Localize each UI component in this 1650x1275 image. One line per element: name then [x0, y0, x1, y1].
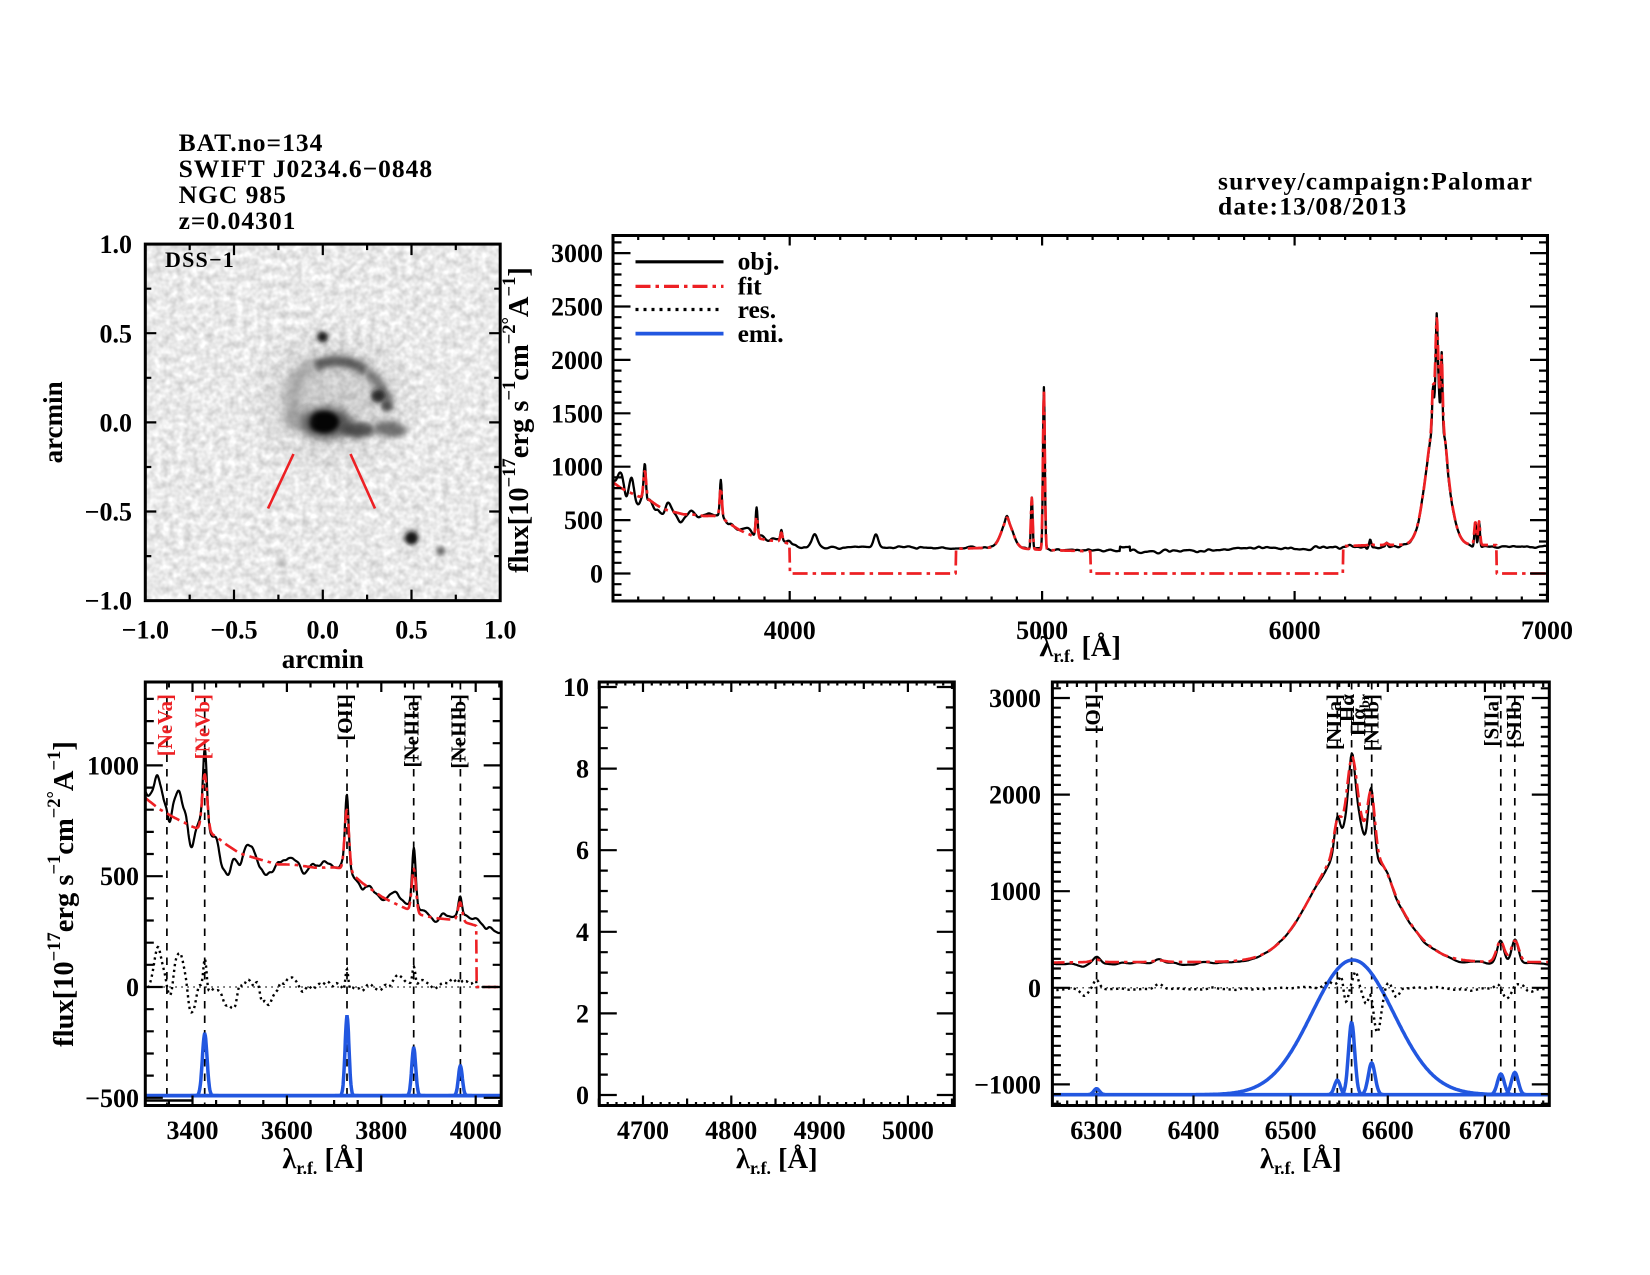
svg-text:0: 0: [590, 560, 603, 589]
svg-text:2000: 2000: [989, 781, 1041, 810]
svg-text:4: 4: [576, 918, 589, 947]
svg-text:8: 8: [576, 755, 589, 784]
svg-text:λr.f. [Å]: λr.f. [Å]: [282, 1143, 364, 1178]
svg-text:NGC 985: NGC 985: [179, 180, 287, 209]
svg-text:6700: 6700: [1459, 1116, 1511, 1145]
svg-text:6600: 6600: [1362, 1116, 1414, 1145]
svg-text:2000: 2000: [551, 346, 603, 375]
svg-text:date:13/08/2013: date:13/08/2013: [1218, 192, 1407, 221]
svg-text:2500: 2500: [551, 293, 603, 322]
svg-text:3800: 3800: [355, 1116, 407, 1145]
svg-text:500: 500: [564, 506, 603, 535]
svg-text:6400: 6400: [1167, 1116, 1219, 1145]
svg-text:[NeVb]: [NeVb]: [191, 694, 215, 759]
svg-text:4800: 4800: [705, 1116, 757, 1145]
svg-text:obj.: obj.: [738, 247, 780, 276]
svg-text:Hαbr: Hαbr: [1346, 694, 1373, 736]
svg-text:0.5: 0.5: [395, 616, 428, 645]
svg-text:res.: res.: [738, 295, 776, 324]
svg-text:SWIFT J0234.6−0848: SWIFT J0234.6−0848: [179, 154, 434, 183]
svg-text:λr.f. [Å]: λr.f. [Å]: [1039, 631, 1121, 666]
svg-text:4700: 4700: [617, 1116, 669, 1145]
svg-text:fit: fit: [738, 272, 763, 301]
svg-text:500: 500: [100, 862, 139, 891]
svg-text:[NeIIIb]: [NeIIIb]: [446, 694, 470, 769]
svg-text:[SIIb]: [SIIb]: [1502, 694, 1526, 748]
svg-text:6: 6: [576, 836, 589, 865]
svg-text:DSS−1: DSS−1: [165, 247, 235, 272]
svg-text:1000: 1000: [87, 751, 139, 780]
svg-text:−0.5: −0.5: [85, 498, 132, 527]
svg-text:[NIIb]: [NIIb]: [1360, 694, 1384, 751]
svg-text:0: 0: [1028, 974, 1041, 1003]
svg-text:[SIIa]: [SIIa]: [1479, 694, 1503, 747]
svg-text:[OI]: [OI]: [1081, 694, 1105, 733]
svg-text:emi.: emi.: [738, 319, 784, 348]
svg-text:0.0: 0.0: [307, 616, 340, 645]
svg-text:BAT.no=134: BAT.no=134: [179, 128, 324, 157]
svg-text:[OII]: [OII]: [333, 694, 357, 741]
svg-text:−1.0: −1.0: [85, 587, 132, 616]
svg-text:7000: 7000: [1521, 616, 1573, 645]
svg-text:arcmin: arcmin: [38, 381, 68, 463]
svg-text:−1.0: −1.0: [122, 616, 169, 645]
svg-text:10: 10: [563, 673, 589, 702]
svg-text:−0.5: −0.5: [210, 616, 257, 645]
svg-text:flux[10−17erg s−1cm−2°A−1]: flux[10−17erg s−1cm−2°A−1]: [44, 741, 80, 1047]
svg-text:flux[10−17erg s−1cm−2°A−1]: flux[10−17erg s−1cm−2°A−1]: [499, 267, 535, 573]
svg-text:3000: 3000: [989, 684, 1041, 713]
svg-text:0: 0: [126, 973, 139, 1002]
svg-text:4000: 4000: [764, 616, 816, 645]
svg-text:2: 2: [576, 999, 589, 1028]
svg-text:0.5: 0.5: [100, 319, 133, 348]
svg-text:1.0: 1.0: [100, 230, 133, 259]
svg-text:λr.f. [Å]: λr.f. [Å]: [736, 1143, 818, 1178]
svg-text:1000: 1000: [989, 877, 1041, 906]
svg-text:3400: 3400: [167, 1116, 219, 1145]
svg-text:0: 0: [576, 1081, 589, 1110]
svg-text:−500: −500: [85, 1084, 139, 1113]
svg-text:1000: 1000: [551, 453, 603, 482]
svg-text:1.0: 1.0: [484, 616, 517, 645]
svg-text:1500: 1500: [551, 399, 603, 428]
svg-text:Hα: Hα: [1335, 694, 1359, 722]
svg-text:z=0.04301: z=0.04301: [179, 206, 297, 235]
svg-text:−1000: −1000: [974, 1070, 1041, 1099]
svg-text:[NIIa]: [NIIa]: [1322, 694, 1346, 750]
svg-text:4000: 4000: [450, 1116, 502, 1145]
svg-text:6500: 6500: [1265, 1116, 1317, 1145]
svg-text:3000: 3000: [551, 239, 603, 268]
svg-text:3600: 3600: [261, 1116, 313, 1145]
svg-text:5000: 5000: [882, 1116, 934, 1145]
svg-text:5000: 5000: [1016, 616, 1068, 645]
svg-text:λr.f. [Å]: λr.f. [Å]: [1260, 1143, 1342, 1178]
svg-text:survey/campaign:Palomar: survey/campaign:Palomar: [1218, 167, 1533, 196]
svg-text:arcmin: arcmin: [282, 644, 364, 674]
svg-text:[NeIIIa]: [NeIIIa]: [400, 694, 424, 768]
svg-text:[NeVa]: [NeVa]: [153, 694, 177, 756]
svg-text:0.0: 0.0: [100, 408, 133, 437]
svg-text:4900: 4900: [794, 1116, 846, 1145]
svg-text:6300: 6300: [1070, 1116, 1122, 1145]
svg-text:6000: 6000: [1269, 616, 1321, 645]
